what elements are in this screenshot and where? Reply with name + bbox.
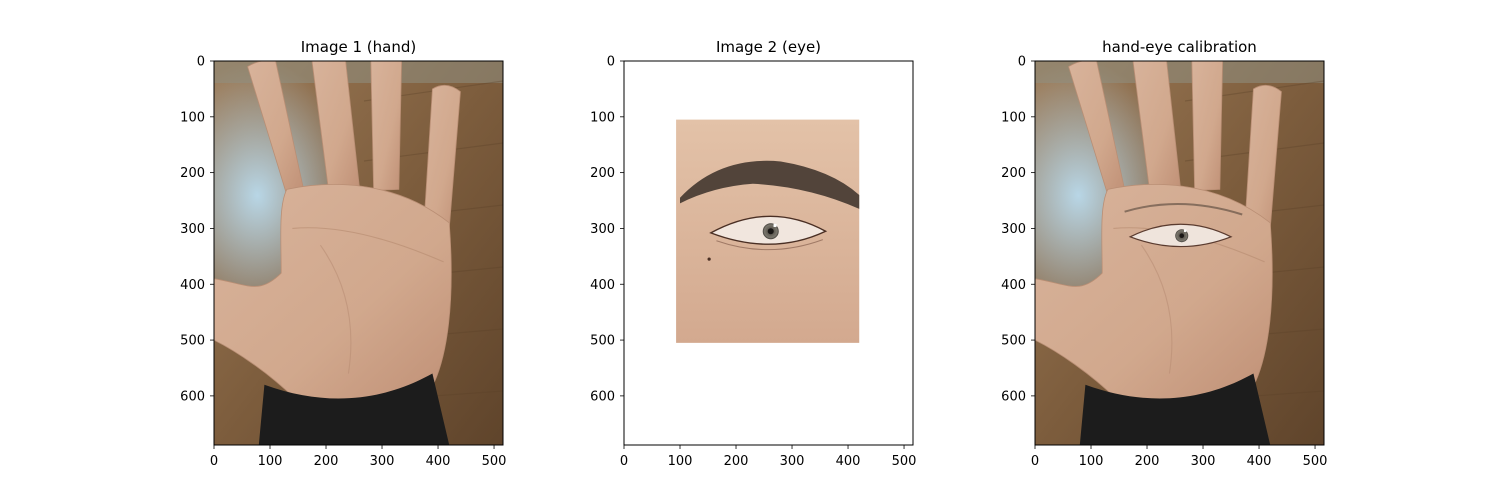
palm-crease [1140,244,1173,374]
y-tick-label: 600 [180,389,205,404]
y-tick-label: 500 [590,334,615,349]
panel-image [1035,61,1324,445]
finger [370,61,403,191]
y-tick-label: 600 [590,389,615,404]
x-tick-label: 500 [892,454,917,469]
y-tick-label: 400 [1001,278,1026,293]
x-tick-label: 300 [370,454,395,469]
y-tick-label: 200 [590,166,615,181]
y-tick-label: 400 [180,278,205,293]
y-tick-label: 100 [180,110,205,125]
x-tick-label: 0 [620,454,628,469]
x-tick-label: 300 [780,454,805,469]
finger [423,84,461,229]
y-tick-label: 600 [1001,389,1026,404]
y-tick-label: 0 [607,55,615,70]
top-band [1035,61,1324,83]
finger [311,61,361,193]
x-tick-label: 200 [1135,454,1160,469]
y-tick-label: 500 [180,334,205,349]
x-tick-label: 200 [314,454,339,469]
y-tick-label: 100 [590,110,615,125]
y-tick-label: 0 [1018,55,1026,70]
y-tick-label: 300 [590,222,615,237]
x-tick-label: 400 [1247,454,1272,469]
y-tick-label: 500 [1001,334,1026,349]
x-tick-label: 300 [1191,454,1216,469]
y-tick-label: 0 [197,55,205,70]
panel-title: hand-eye calibration [1102,38,1257,56]
sleeve [1079,373,1271,445]
sleeve [258,373,450,445]
x-tick-label: 100 [1079,454,1104,469]
panel-title: Image 1 (hand) [301,38,417,56]
panel-2: Image 2 (eye) 0 100 200 300 400 500 0 100 200 300 4… [590,38,916,469]
eye-highlight [773,223,777,227]
x-tick-label: 0 [1031,454,1039,469]
x-tick-label: 100 [668,454,693,469]
panel-1: Image 1 (hand) 0 100 200 300 400 500 0 100 200 300… [180,38,506,469]
x-tick-label: 500 [1303,454,1328,469]
axes-frame [1034,60,1325,446]
lower-lid [716,239,824,251]
finger [247,61,305,196]
axes-frame [213,60,504,446]
x-tick-label: 200 [724,454,749,469]
y-tick-label: 200 [1001,166,1026,181]
palm-crease [319,244,352,374]
y-tick-label: 400 [590,278,615,293]
mole [707,257,711,261]
top-band [214,61,503,83]
finger [1191,61,1224,191]
x-tick-label: 0 [210,454,218,469]
panel-3: hand-eye calibration 0 100 200 300 400 500 0 100… [1001,38,1327,469]
panel-image [624,61,913,445]
y-tick-label: 300 [180,222,205,237]
blended-eye [1124,203,1243,248]
x-tick-label: 400 [426,454,451,469]
panel-image [214,61,503,445]
y-tick-label: 100 [1001,110,1026,125]
panel-title: Image 2 (eye) [716,38,821,56]
finger [1244,84,1282,229]
x-tick-label: 400 [836,454,861,469]
axes-frame [623,60,914,446]
palm-crease [292,227,444,263]
y-tick-label: 300 [1001,222,1026,237]
pupil [767,228,774,235]
x-tick-label: 100 [258,454,283,469]
x-tick-label: 500 [482,454,507,469]
eyebrow [680,160,860,209]
finger [1068,61,1126,196]
finger [1132,61,1182,193]
palm [214,184,452,402]
hand [214,61,461,402]
y-tick-label: 200 [180,166,205,181]
